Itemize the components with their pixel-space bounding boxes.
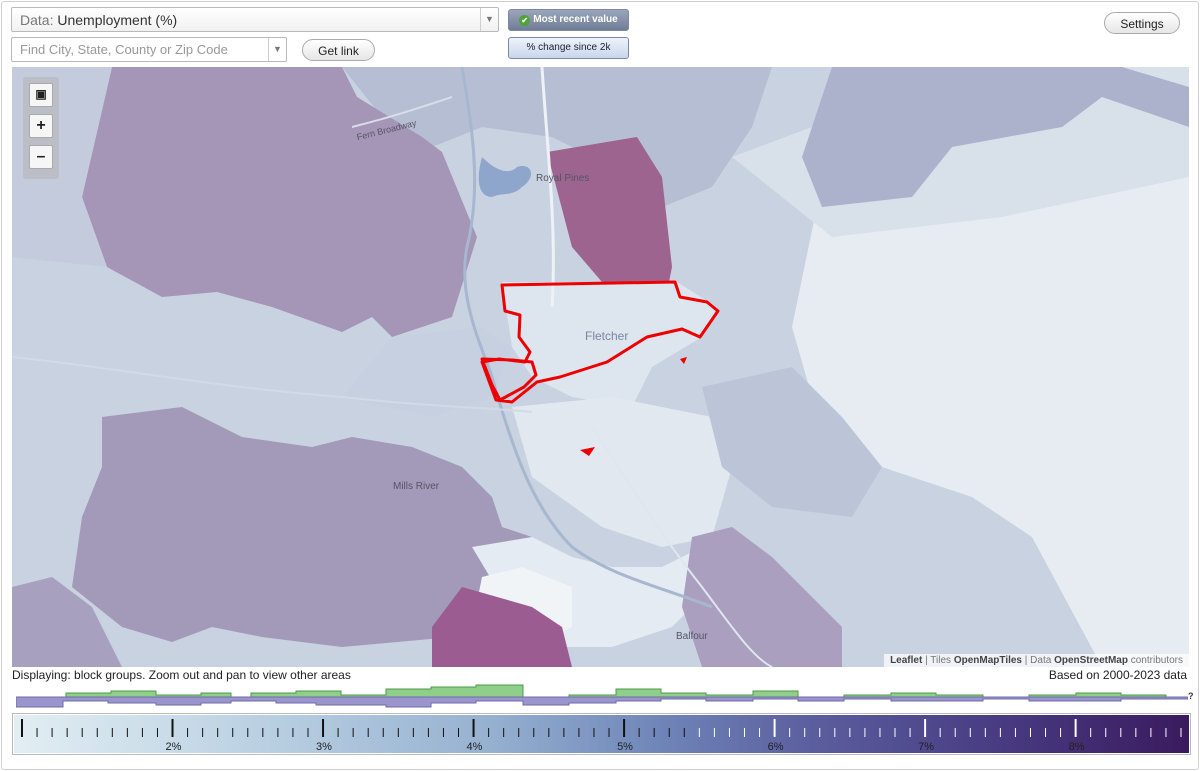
- map-region-high: [432, 587, 572, 667]
- chevron-down-icon[interactable]: ▼: [268, 38, 286, 61]
- legend-tick-label: 3%: [316, 741, 332, 753]
- place-label-balfour: Balfour: [676, 631, 708, 642]
- map-region: [502, 282, 717, 407]
- river: [460, 67, 713, 609]
- get-link-button[interactable]: Get link: [302, 39, 375, 61]
- place-label-mills-river: Mills River: [393, 481, 440, 492]
- map-region: [72, 407, 532, 647]
- location-search[interactable]: ▼: [11, 37, 287, 62]
- check-icon: ✔: [519, 15, 531, 26]
- place-label-royal-pines: Royal Pines: [536, 173, 590, 184]
- leaflet-link[interactable]: Leaflet: [890, 655, 923, 666]
- fletcher-boundary[interactable]: [480, 280, 720, 404]
- legend-tick-label: 7%: [918, 741, 935, 753]
- percent-change-toggle[interactable]: % change since 2k: [508, 37, 629, 59]
- legend-tick-label: 8%: [1068, 741, 1085, 753]
- location-search-input[interactable]: [12, 38, 278, 61]
- map-region: [342, 327, 512, 417]
- data-select[interactable]: Data: Unemployment (%) ▼: [11, 7, 499, 32]
- legend-gradient: [14, 715, 1189, 753]
- attrib-tiles: Tiles: [930, 655, 952, 666]
- map-layer: [12, 67, 1189, 667]
- attrib-sep: |: [922, 655, 931, 666]
- legend-ticks: [21, 719, 1182, 737]
- highway: [540, 67, 555, 308]
- place-label-fletcher: Fletcher: [585, 329, 629, 343]
- histogram-baseline: [16, 696, 1188, 708]
- zoom-control: ▣ + –: [23, 77, 59, 179]
- attrib-data: Data: [1030, 655, 1052, 666]
- map-region: [342, 67, 772, 207]
- road: [591, 426, 773, 667]
- legend-tick-label: 6%: [767, 741, 784, 753]
- lake: [478, 157, 532, 197]
- data-select-text: Data: Unemployment (%): [20, 12, 177, 28]
- legend-tick-label: 5%: [617, 741, 633, 753]
- help-icon[interactable]: ?: [1188, 691, 1194, 701]
- histogram-current: [16, 684, 1188, 698]
- legend-tick-label: 4%: [466, 741, 483, 753]
- data-range-info: Based on 2000-2023 data: [1048, 668, 1187, 682]
- openstreetmap-link[interactable]: OpenStreetMap: [1054, 655, 1128, 666]
- map-attribution: Leaflet | Tiles OpenMapTiles | Data Open…: [884, 654, 1189, 667]
- map-region-high: [547, 137, 672, 292]
- most-recent-label: Most recent value: [533, 14, 618, 25]
- color-legend: 2% 3% 4% 5% 6% 7% 8%: [12, 713, 1191, 755]
- road: [12, 356, 533, 413]
- boundary-fragment: [680, 357, 687, 364]
- chevron-down-icon[interactable]: ▼: [480, 8, 498, 31]
- settings-button[interactable]: Settings: [1104, 12, 1180, 34]
- distribution-histogram: [16, 684, 1188, 708]
- map-region: [792, 147, 1189, 667]
- openmaptiles-link[interactable]: OpenMapTiles: [953, 655, 1022, 666]
- fullscreen-icon[interactable]: ▣: [29, 83, 53, 107]
- map-region: [702, 367, 882, 517]
- boundary-fragment: [580, 447, 595, 456]
- attrib-sep: |: [1022, 655, 1031, 666]
- map-region: [12, 577, 122, 667]
- zoom-out-button[interactable]: –: [29, 145, 53, 169]
- display-info: Displaying: block groups. Zoom out and p…: [12, 668, 351, 682]
- most-recent-value-toggle[interactable]: ✔ Most recent value: [508, 9, 629, 31]
- zoom-in-button[interactable]: +: [29, 114, 53, 138]
- legend-tick-label: 2%: [165, 741, 182, 753]
- data-select-prefix: Data:: [20, 12, 54, 28]
- data-select-value: Unemployment (%): [57, 12, 178, 28]
- attrib-contrib: contributors: [1130, 655, 1183, 666]
- road: [351, 96, 453, 128]
- map-region: [802, 67, 1189, 207]
- map-region: [82, 67, 477, 337]
- map-region: [682, 527, 842, 667]
- choropleth-map[interactable]: Royal Pines Fletcher Mills River Balfour…: [12, 67, 1189, 667]
